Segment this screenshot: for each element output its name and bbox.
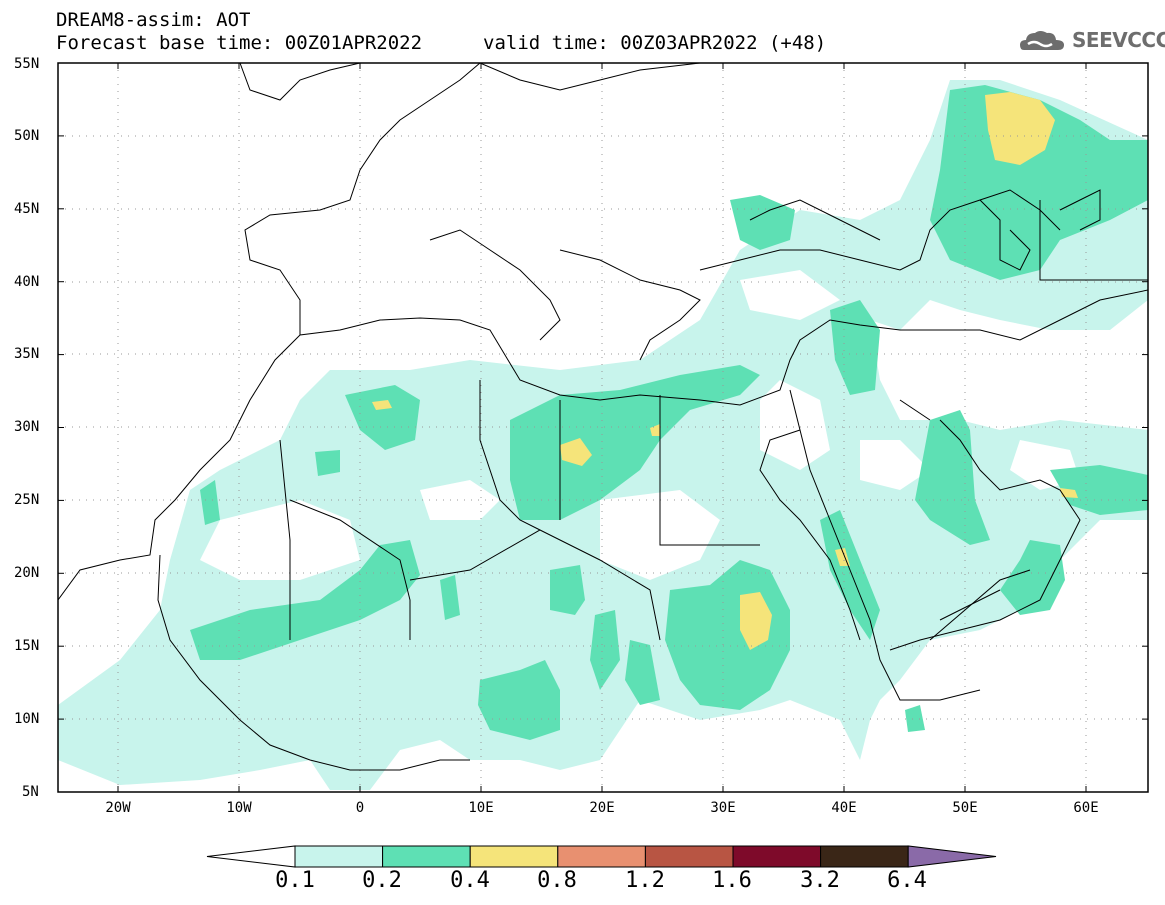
lat-label: 5N [22, 784, 39, 800]
logo-text: SEEVCCC [1072, 28, 1165, 52]
colorbar-segment [644, 845, 734, 868]
lat-label: 50N [14, 128, 40, 144]
colorbar-segment [469, 845, 559, 868]
aot-below-0-1 [200, 270, 1080, 580]
lon-label: 20W [105, 800, 131, 816]
lat-label: 45N [14, 201, 40, 217]
lat-label: 30N [14, 419, 40, 435]
aot-level-0-2 [190, 85, 1148, 740]
lat-label: 15N [14, 638, 40, 654]
colorbar-min-triangle [206, 845, 296, 868]
lon-label: 0 [355, 800, 365, 816]
lon-label: 10E [468, 800, 494, 816]
colorbar-label: 1.2 [625, 868, 665, 893]
lat-label: 20N [14, 565, 40, 581]
lon-label: 20E [589, 800, 615, 816]
colorbar-label: 1.6 [712, 868, 752, 893]
colorbar [206, 845, 997, 868]
colorbar-label: 3.2 [800, 868, 840, 893]
lat-label: 25N [14, 492, 40, 508]
valid-time: valid time: 00Z03APR2022 (+48) [483, 32, 827, 54]
lon-label: 30E [710, 800, 736, 816]
cloud-icon [1020, 31, 1064, 50]
lat-label: 40N [14, 274, 40, 290]
lon-label: 60E [1073, 800, 1099, 816]
lat-label: 55N [14, 56, 40, 72]
axis-ticks [58, 62, 1148, 793]
colorbar-label: 0.2 [362, 868, 402, 893]
forecast-base-time: Forecast base time: 00Z01APR2022 [56, 32, 423, 54]
colorbar-max-triangle [907, 845, 997, 868]
colorbar-label: 6.4 [887, 868, 927, 893]
colorbar-segment [294, 845, 384, 868]
lon-label: 10W [226, 800, 252, 816]
chart-title: DREAM8-assim: AOT [56, 9, 251, 31]
colorbar-label: 0.4 [450, 868, 490, 893]
lat-label: 35N [14, 346, 40, 362]
colorbar-label: 0.1 [275, 868, 315, 893]
colorbar-segment [382, 845, 471, 868]
colorbar-segment [732, 845, 822, 868]
coastlines [58, 63, 1148, 771]
colorbar-segment [820, 845, 909, 868]
gridlines [58, 63, 1148, 792]
colorbar-segment [557, 845, 646, 868]
aot-fields [58, 80, 1148, 790]
colorbar-label: 0.8 [537, 868, 577, 893]
lon-label: 40E [831, 800, 857, 816]
lat-label: 10N [14, 711, 40, 727]
lon-label: 50E [952, 800, 978, 816]
